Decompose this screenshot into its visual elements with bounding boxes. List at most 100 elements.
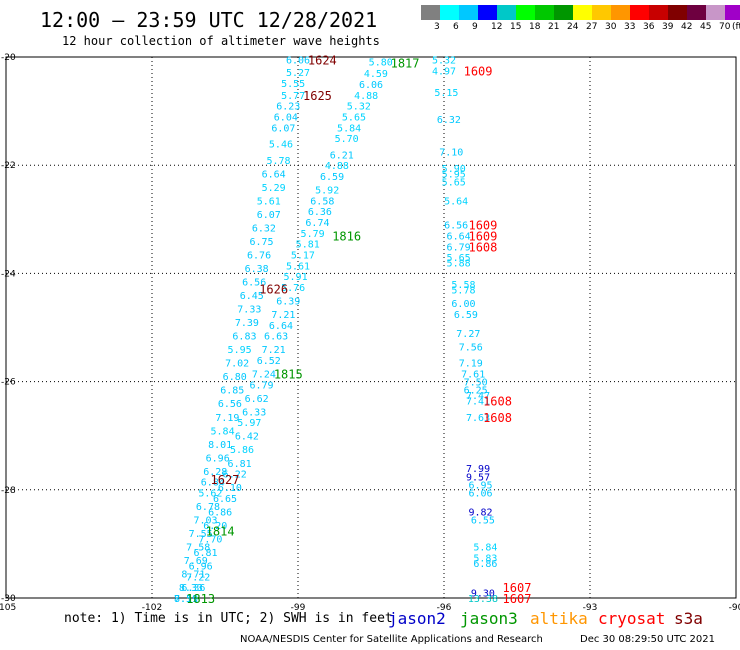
swh-value-label: 5.95 bbox=[442, 169, 466, 180]
swh-value-label: 6.80 bbox=[223, 372, 247, 383]
pass-time-label: 1817 bbox=[391, 56, 420, 70]
swh-value-label: 5.55 bbox=[281, 79, 305, 90]
page-title: 12:00 — 23:59 UTC 12/28/2021 bbox=[40, 8, 378, 32]
swh-value-label: 8.71 bbox=[181, 570, 205, 581]
swh-value-label: 6.32 bbox=[437, 115, 461, 126]
swh-value-label: 7.10 bbox=[439, 148, 463, 159]
swh-value-label: 6.64 bbox=[269, 321, 293, 332]
legend-altika: altika bbox=[530, 609, 588, 628]
swh-value-label: 7.41 bbox=[466, 397, 490, 408]
y-tick-label: -22 bbox=[1, 161, 16, 171]
swh-value-label: 6.81 bbox=[193, 548, 217, 559]
colorbar-swatch bbox=[725, 5, 740, 20]
swh-value-label: 6.74 bbox=[305, 218, 329, 229]
swh-value-label: 6.22 bbox=[223, 470, 247, 481]
swh-value-label: 5.92 bbox=[315, 186, 339, 197]
swh-value-label: 9.82 bbox=[468, 507, 492, 518]
swh-value-label: 6.33 bbox=[242, 407, 266, 418]
colorbar-swatch bbox=[706, 5, 725, 20]
swh-value-label: 6.00 bbox=[451, 299, 475, 310]
colorbar-tick: 39 bbox=[662, 22, 674, 32]
swh-value-label: 5.15 bbox=[434, 88, 458, 99]
swh-value-label: 5.65 bbox=[447, 253, 471, 264]
swh-value-label: 5.97 bbox=[237, 418, 261, 429]
swh-value-label: 4.59 bbox=[364, 69, 388, 80]
swh-value-label: 8.33 bbox=[179, 583, 203, 594]
x-tick-label: -93 bbox=[583, 603, 598, 613]
swh-value-label: 5.79 bbox=[301, 229, 325, 240]
colorbar-swatch bbox=[535, 5, 554, 20]
swh-value-label: 7.19 bbox=[215, 413, 239, 424]
pass-time-label: 1813 bbox=[186, 592, 215, 606]
swh-value-label: 6.36 bbox=[308, 207, 332, 218]
swh-value-label: 6.64 bbox=[262, 169, 286, 180]
colorbar-tick: 33 bbox=[624, 22, 636, 32]
swh-value-label: 5.84 bbox=[211, 426, 235, 437]
swh-value-label: 6.84 bbox=[201, 478, 225, 489]
swh-value-label: 5.88 bbox=[447, 259, 471, 270]
footer-timestamp: Dec 30 08:29:50 UTC 2021 bbox=[580, 634, 715, 645]
swh-value-label: 6.86 bbox=[473, 559, 497, 570]
colorbar-tick: 12 bbox=[491, 22, 503, 32]
swh-value-label: 6.79 bbox=[447, 242, 471, 253]
swh-value-label: 7.24 bbox=[252, 369, 276, 380]
colorbar-tick: 42 bbox=[681, 22, 693, 32]
swh-value-label: 6.62 bbox=[245, 394, 269, 405]
colorbar-swatch bbox=[516, 5, 535, 20]
swh-value-label: 7.58 bbox=[186, 543, 210, 554]
swh-value-label: 5.84 bbox=[337, 123, 361, 134]
swh-value-label: 5.27 bbox=[286, 68, 310, 79]
x-tick-label: -90 bbox=[729, 603, 740, 613]
swh-value-label: 6.96 bbox=[206, 453, 230, 464]
swh-value-label: 6.58 bbox=[310, 196, 334, 207]
swh-value-label: 5.46 bbox=[269, 140, 293, 151]
colorbar-swatch bbox=[440, 5, 459, 20]
swh-value-label: 6.64 bbox=[447, 232, 471, 243]
swh-value-label: 7.33 bbox=[237, 305, 261, 316]
swh-value-label: 9.30 bbox=[471, 589, 495, 600]
swh-value-label: 6.36 bbox=[181, 583, 205, 594]
x-tick-label: -102 bbox=[142, 603, 162, 613]
swh-value-label: 7.50 bbox=[464, 378, 488, 389]
swh-value-label: 6.21 bbox=[330, 150, 354, 161]
colorbar-swatch bbox=[478, 5, 497, 20]
swh-value-label: 7.55 bbox=[189, 529, 213, 540]
pass-time-label: 1608 bbox=[468, 240, 497, 254]
pass-time-label: 1609 bbox=[464, 65, 493, 79]
swh-value-label: 6.06 bbox=[286, 56, 310, 67]
swh-value-label: 7.61 bbox=[461, 369, 485, 380]
colorbar-swatch bbox=[630, 5, 649, 20]
colorbar-tick: 27 bbox=[586, 22, 598, 32]
colorbar-tick: 6 bbox=[453, 22, 459, 32]
swh-value-label: 6.56 bbox=[444, 221, 468, 232]
pass-time-label: 1607 bbox=[503, 581, 532, 595]
swh-value-label: 6.23 bbox=[276, 102, 300, 113]
colorbar-swatch bbox=[668, 5, 687, 20]
swh-value-label: 5.95 bbox=[228, 345, 252, 356]
x-tick-label: -99 bbox=[291, 603, 306, 613]
swh-value-label: 5.32 bbox=[347, 102, 371, 113]
swh-value-label: 5.32 bbox=[432, 56, 456, 67]
colorbar-tick: 30 bbox=[605, 22, 617, 32]
x-tick-label: -96 bbox=[437, 603, 452, 613]
swh-value-label: 7.63 bbox=[466, 413, 490, 424]
swh-value-label: 5.61 bbox=[257, 196, 281, 207]
swh-value-label: 6.52 bbox=[257, 356, 281, 367]
swh-value-label: 6.07 bbox=[257, 210, 281, 221]
colorbar-tick: 9 bbox=[472, 22, 478, 32]
swh-value-label: 6.75 bbox=[249, 237, 273, 248]
swh-value-label: 7.03 bbox=[193, 516, 217, 527]
swh-value-label: 6.76 bbox=[247, 250, 271, 261]
swh-value-label: 5.65 bbox=[342, 113, 366, 124]
swh-value-label: 7.56 bbox=[459, 342, 483, 353]
swh-value-label: 6.04 bbox=[274, 113, 298, 124]
swh-value-label: 6.06 bbox=[468, 489, 492, 500]
colorbar-swatch bbox=[649, 5, 668, 20]
colorbar-swatch bbox=[687, 5, 706, 20]
swh-value-label: 5.58 bbox=[451, 280, 475, 291]
swh-value-label: 6.38 bbox=[245, 264, 269, 275]
swh-value-label: 6.55 bbox=[471, 516, 495, 527]
legend-jason3: jason3 bbox=[460, 609, 518, 628]
swh-value-label: 5.80 bbox=[369, 57, 393, 68]
pass-time-label: 1627 bbox=[211, 473, 240, 487]
